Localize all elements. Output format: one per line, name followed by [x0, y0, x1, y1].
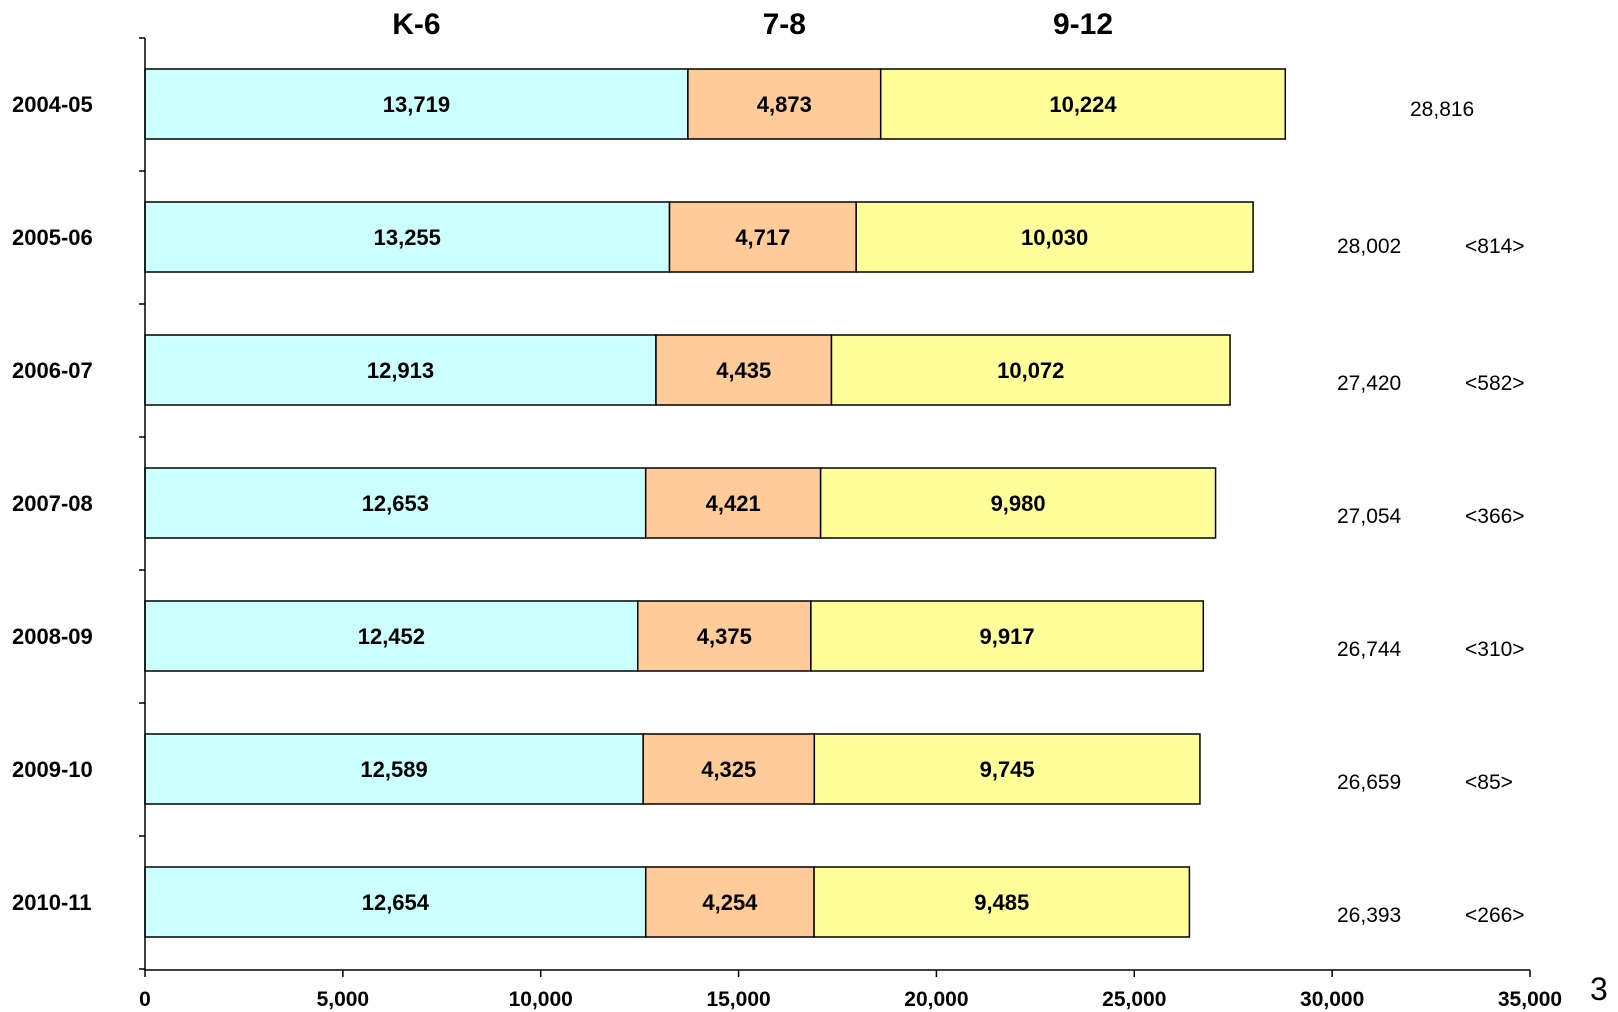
total-label: 28,816	[1410, 98, 1474, 121]
data-label: 4,254	[702, 890, 758, 915]
total-label: 27,420	[1337, 372, 1401, 395]
x-tick-label: 0	[139, 988, 151, 1011]
bar-segment	[636, 600, 812, 672]
change-label: <814>	[1465, 235, 1525, 258]
data-label: 12,589	[360, 757, 427, 782]
change-label: <310>	[1465, 638, 1525, 661]
x-tick-label: 20,000	[904, 988, 968, 1011]
category-label: 2004-05	[12, 92, 93, 117]
data-label: 9,917	[980, 624, 1035, 649]
data-label: 9,745	[980, 757, 1035, 782]
change-label: <85>	[1465, 771, 1513, 794]
change-label: <582>	[1465, 372, 1525, 395]
bar-segment	[144, 866, 647, 938]
bar-segment	[810, 600, 1205, 672]
data-label: 4,873	[757, 92, 812, 117]
bars-group: 13,719 4,873 10,224 13,255 4,717 10,030 12,913…	[144, 68, 1287, 938]
data-label: 10,030	[1021, 225, 1088, 250]
data-label: 12,913	[367, 358, 434, 383]
category-label: 2009-10	[12, 757, 93, 782]
bar-segment	[819, 467, 1217, 539]
category-label: 2008-09	[12, 624, 93, 649]
x-tick-label: 25,000	[1102, 988, 1166, 1011]
bar-segment	[642, 733, 816, 805]
data-label: 12,452	[358, 624, 425, 649]
bar-segment	[879, 68, 1287, 140]
data-label: 4,717	[735, 225, 790, 250]
bar-segment	[655, 334, 833, 406]
series-header: 7-8	[763, 8, 806, 41]
total-label: 26,393	[1337, 904, 1401, 927]
totals-column: 28,816 28,002 <814> 27,420 <582> 27,054 <366> 2…	[1337, 98, 1525, 927]
bar-segment	[144, 467, 647, 539]
bar-segment	[144, 68, 689, 140]
data-label: 10,072	[997, 358, 1064, 383]
series-headers: K-6 7-8 9-12	[392, 8, 1113, 41]
data-label: 4,375	[697, 624, 752, 649]
total-label: 28,002	[1337, 235, 1401, 258]
bar-segment	[855, 201, 1254, 273]
data-label: 4,325	[701, 757, 756, 782]
axes-group: 0 5,000 10,000 15,000 20,000 25,000 30,000 35,0…	[139, 37, 1562, 1011]
bar-segment	[813, 866, 1191, 938]
data-label: 9,485	[974, 890, 1029, 915]
bar-segment	[144, 600, 639, 672]
total-label: 26,744	[1337, 638, 1402, 661]
x-tick-label: 10,000	[509, 988, 573, 1011]
data-label: 13,255	[374, 225, 441, 250]
data-label: 4,421	[706, 491, 761, 516]
page-number: 3	[1590, 971, 1608, 1007]
category-label: 2007-08	[12, 491, 93, 516]
bar-segment	[687, 68, 882, 140]
change-label: <366>	[1465, 505, 1525, 528]
bar-segment	[144, 201, 671, 273]
bar-segment	[830, 334, 1231, 406]
data-label: 12,653	[362, 491, 429, 516]
data-label: 13,719	[383, 92, 450, 117]
bar-segment	[668, 201, 857, 273]
data-label: 4,435	[716, 358, 771, 383]
change-label: <266>	[1465, 904, 1525, 927]
bar-segment	[644, 866, 815, 938]
data-label: 10,224	[1049, 92, 1117, 117]
category-label: 2006-07	[12, 358, 93, 383]
data-label: 9,980	[991, 491, 1046, 516]
x-tick-label: 35,000	[1498, 988, 1562, 1011]
category-label: 2010-11	[12, 890, 92, 915]
category-labels: 2004-05 2005-06 2006-07 2007-08 2008-09 2009-…	[12, 92, 93, 915]
total-label: 27,054	[1337, 505, 1402, 528]
x-tick-label: 30,000	[1300, 988, 1364, 1011]
series-header: K-6	[392, 8, 440, 41]
category-label: 2005-06	[12, 225, 93, 250]
x-tick-label: 5,000	[317, 988, 370, 1011]
data-label: 12,654	[362, 890, 430, 915]
series-header: 9-12	[1053, 8, 1113, 41]
bar-segment	[144, 334, 657, 406]
total-label: 26,659	[1337, 771, 1401, 794]
bar-segment	[813, 733, 1201, 805]
x-tick-label: 15,000	[706, 988, 770, 1011]
